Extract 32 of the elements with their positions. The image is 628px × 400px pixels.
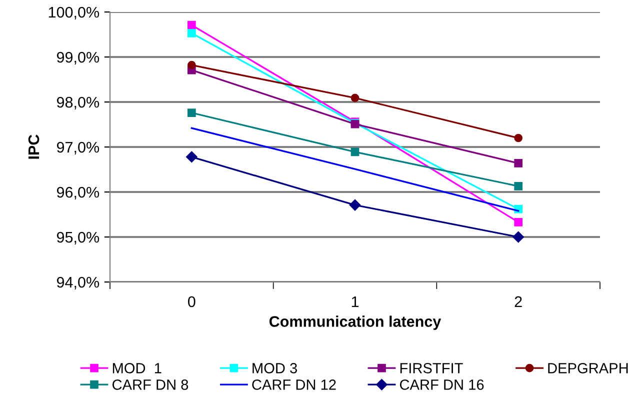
y-tick-label: 99,0% xyxy=(56,52,100,64)
legend-label: MOD 3 xyxy=(252,363,297,374)
point xyxy=(514,159,522,168)
y-tick-label: 95,0% xyxy=(56,232,100,244)
point xyxy=(514,182,522,190)
point xyxy=(349,199,361,211)
legend-label: FIRSTFIT xyxy=(400,363,463,374)
y-tick-label: 94,0% xyxy=(56,276,100,290)
x-axis-title: Communication latency xyxy=(269,316,442,330)
legend-label: DEPGRAPH xyxy=(548,363,628,374)
x-tick-label: 2 xyxy=(514,296,522,307)
y-tick-label: 100,0% xyxy=(48,6,100,20)
point xyxy=(350,94,360,102)
point xyxy=(512,231,524,243)
x-tick-label: 0 xyxy=(188,296,196,308)
point xyxy=(188,108,196,117)
y-axis-title: IPC xyxy=(28,134,40,159)
legend-label: CARF DN 8 xyxy=(112,380,188,390)
point xyxy=(186,151,198,163)
legend-label: CARF DN 16 xyxy=(400,380,484,390)
point xyxy=(350,148,360,156)
point xyxy=(514,134,522,142)
y-tick-label: 96,0% xyxy=(56,186,100,200)
x-tick-label: 1 xyxy=(352,296,359,307)
point xyxy=(188,28,196,38)
y-tick-label: 98,0% xyxy=(56,96,100,110)
legend-label: MOD 1 xyxy=(112,363,162,374)
legend-label: CARF DN 12 xyxy=(252,380,336,390)
point xyxy=(188,20,196,30)
y-tick-label: 97,0% xyxy=(56,142,100,154)
point xyxy=(514,218,522,226)
point xyxy=(188,60,196,70)
